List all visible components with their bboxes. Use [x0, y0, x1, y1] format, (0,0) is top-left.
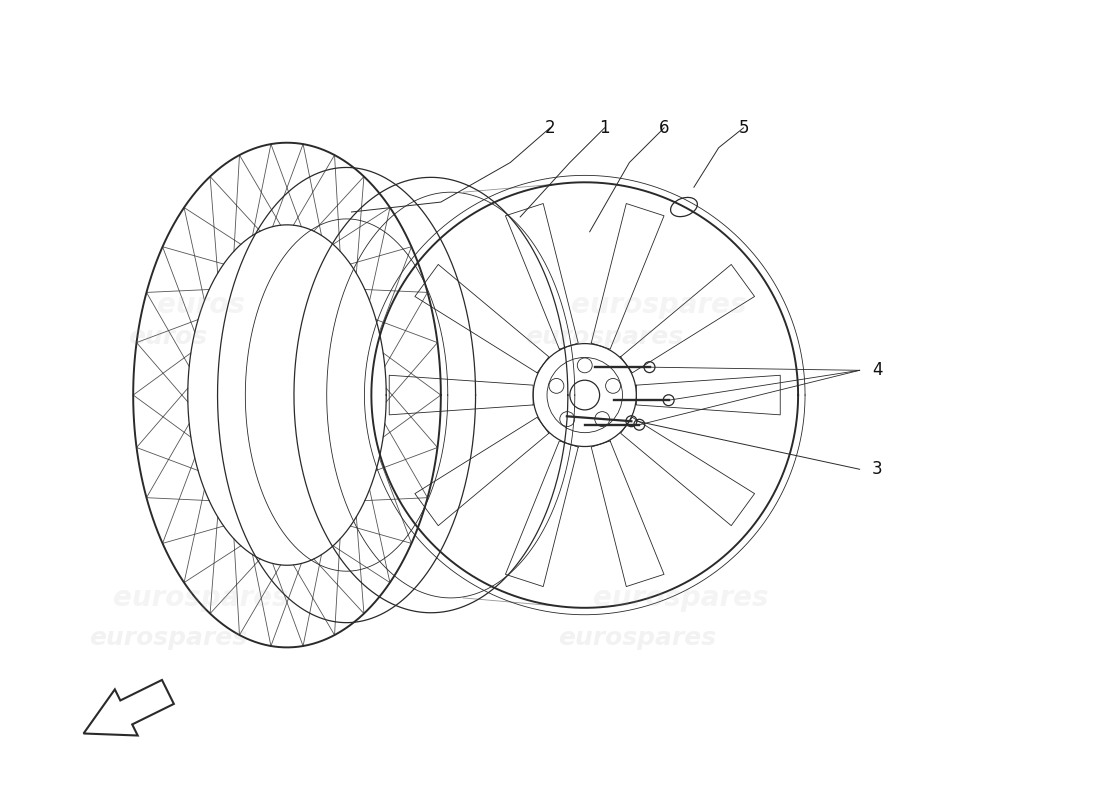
Text: 2: 2 [544, 119, 556, 137]
Text: 4: 4 [872, 362, 882, 379]
Text: 1: 1 [600, 119, 609, 137]
Text: eurospares: eurospares [526, 325, 683, 349]
Text: euros: euros [129, 325, 208, 349]
Text: eurospares: eurospares [571, 291, 747, 319]
Text: eurospares: eurospares [113, 584, 288, 612]
Text: 6: 6 [659, 119, 670, 137]
Text: eurospares: eurospares [593, 584, 769, 612]
FancyArrow shape [84, 680, 174, 735]
Text: eurospares: eurospares [559, 626, 716, 650]
Text: eurospares: eurospares [89, 626, 248, 650]
Text: 5: 5 [738, 119, 749, 137]
Text: 3: 3 [872, 460, 883, 478]
Text: euros: euros [156, 291, 244, 319]
